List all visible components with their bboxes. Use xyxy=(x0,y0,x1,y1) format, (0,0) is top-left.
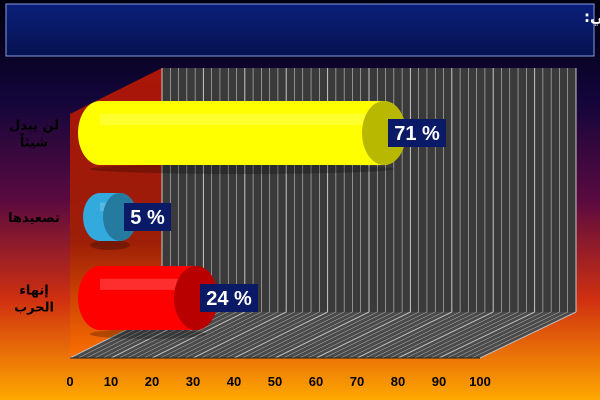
grid-line-floor xyxy=(422,311,519,359)
grid-line-floor xyxy=(192,311,287,359)
value-label: 5 % xyxy=(130,207,165,229)
value-label-box xyxy=(200,284,258,312)
title-bar xyxy=(5,3,595,57)
grid-line-floor xyxy=(258,311,353,359)
grid-line-floor xyxy=(373,311,469,359)
bar-highlight xyxy=(100,113,384,125)
grid-line-floor xyxy=(340,311,436,359)
grid-line-floor xyxy=(324,311,419,359)
grid-line-floor xyxy=(250,311,345,359)
grid-line-floor xyxy=(447,311,543,359)
category-label: تصعيدها xyxy=(8,211,60,226)
grid-line-floor xyxy=(135,311,229,359)
grid-line-floor xyxy=(389,311,486,359)
category-label: لن يبدل xyxy=(9,119,59,134)
bar-end-cap xyxy=(362,101,406,165)
grid-line-floor xyxy=(283,311,378,359)
x-tick-label: 40 xyxy=(227,374,241,389)
grid-line-floor xyxy=(471,311,568,359)
x-tick-label: 30 xyxy=(186,374,200,389)
grid-line-floor xyxy=(455,311,552,359)
bar-group: 5 % xyxy=(83,193,171,250)
grid-line-floor xyxy=(299,311,394,359)
grid-line-floor xyxy=(430,311,527,359)
x-tick-label: 10 xyxy=(104,374,118,389)
grid-line-floor xyxy=(274,311,370,359)
x-tick-labels: 0 10 20 30 40 50 60 70 80 90 100 xyxy=(66,374,490,389)
grid-line-floor xyxy=(160,311,254,359)
grid-line-floor xyxy=(242,311,336,359)
bar xyxy=(78,101,406,165)
x-tick-label: 80 xyxy=(391,374,405,389)
bar-group: 71 % xyxy=(78,101,446,174)
value-label-box xyxy=(388,119,446,147)
bar-group: 24 % xyxy=(78,266,258,339)
grid-line-floor xyxy=(225,311,320,359)
grid-line-floor xyxy=(209,311,303,359)
x-tick-label: 100 xyxy=(469,374,491,389)
bar-shadow xyxy=(90,164,394,174)
value-label-box xyxy=(124,203,171,231)
grid-line-floor xyxy=(184,311,279,359)
bar-shadow xyxy=(90,240,130,250)
grid-line-floor xyxy=(479,311,577,359)
grid-line-floor xyxy=(201,311,295,359)
grid-line-floor xyxy=(266,311,361,359)
x-tick-label: 50 xyxy=(268,374,282,389)
grid-line-floor xyxy=(168,311,262,359)
grid-line-floor xyxy=(143,311,237,359)
x-tick-label: 70 xyxy=(350,374,364,389)
x-tick-label: 20 xyxy=(145,374,159,389)
x-tick-label: 90 xyxy=(432,374,446,389)
grid-line-floor xyxy=(414,311,510,359)
bar-shadow xyxy=(90,329,206,339)
x-tick-label: 0 xyxy=(66,374,73,389)
grid-line-floor xyxy=(438,311,535,359)
grid-line-floor xyxy=(463,311,560,359)
bar-highlight xyxy=(100,278,196,290)
grid-line-floor xyxy=(176,311,270,359)
grid-line-floor xyxy=(291,311,386,359)
grid-line-floor xyxy=(315,311,411,359)
grid-line-floor xyxy=(151,311,246,359)
grid-line-floor xyxy=(381,311,477,359)
grid-line-floor xyxy=(217,311,312,359)
grid-line-floor xyxy=(406,311,502,359)
category-label: الحرب xyxy=(14,301,54,316)
grid-line-floor xyxy=(365,311,461,359)
category-label: شيئاً xyxy=(20,133,48,151)
chart-title: مؤتمر أستانة لحل الأزمة السورية سيساهم ف… xyxy=(584,7,600,26)
grid-line-floor xyxy=(356,311,453,359)
value-label: 24 % xyxy=(206,288,252,310)
x-tick-label: 60 xyxy=(309,374,323,389)
grid-line-floor xyxy=(348,311,444,359)
bars: 71 % 5 % 24 % xyxy=(78,101,446,339)
bar-end-cap xyxy=(174,266,218,330)
category-label: إنهاء xyxy=(19,284,48,299)
value-label: 71 % xyxy=(394,123,440,145)
grid-line-floor xyxy=(332,311,428,359)
grid-line-floor xyxy=(307,311,403,359)
grid-line-floor xyxy=(233,311,328,359)
grid-line-floor xyxy=(397,311,494,359)
